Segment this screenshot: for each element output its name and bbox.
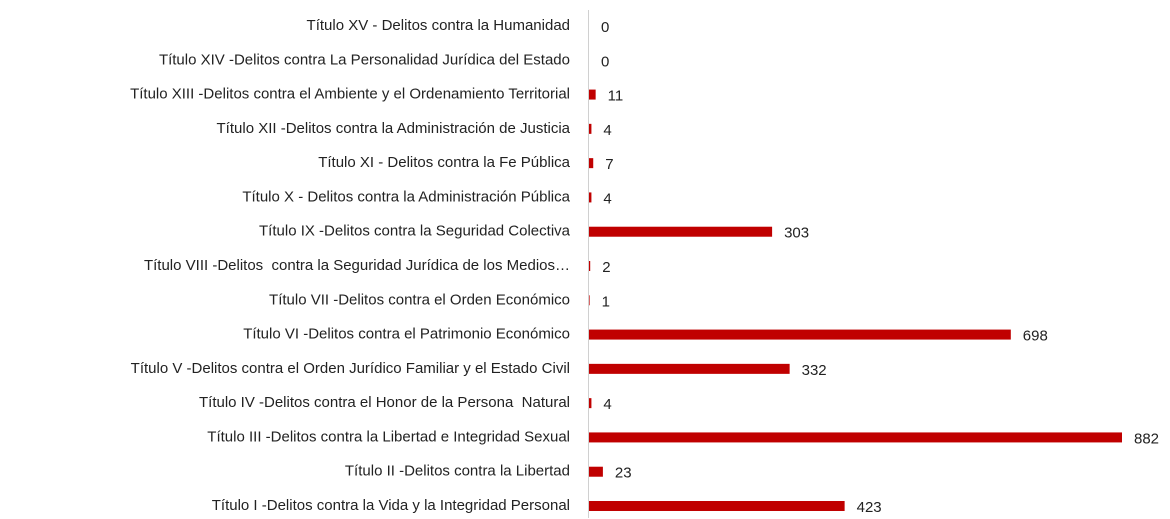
bar bbox=[589, 398, 592, 409]
value-label: 882 bbox=[1134, 430, 1159, 447]
value-label: 11 bbox=[608, 88, 624, 105]
value-label: 1 bbox=[602, 293, 610, 310]
bar bbox=[589, 501, 845, 511]
category-label: Título XIV -Delitos contra La Personalid… bbox=[159, 51, 570, 68]
category-label: Título I -Delitos contra la Vida y la In… bbox=[212, 497, 570, 514]
bar bbox=[589, 158, 594, 169]
bar bbox=[589, 192, 592, 203]
bar bbox=[589, 89, 596, 100]
value-label: 2 bbox=[602, 259, 610, 276]
bar bbox=[589, 261, 591, 271]
bar bbox=[589, 295, 590, 306]
bar bbox=[589, 329, 1011, 340]
category-label: Título XII -Delitos contra la Administra… bbox=[217, 120, 571, 137]
value-label: 7 bbox=[605, 156, 613, 173]
bar bbox=[589, 466, 603, 477]
bar bbox=[589, 363, 790, 374]
category-label: Título III -Delitos contra la Libertad e… bbox=[207, 428, 570, 445]
category-label: Título VII -Delitos contra el Orden Econ… bbox=[269, 291, 570, 308]
category-label: Título V -Delitos contra el Orden Jurídi… bbox=[131, 360, 570, 377]
category-label: Título X - Delitos contra la Administrac… bbox=[242, 188, 570, 205]
value-label: 23 bbox=[615, 465, 632, 482]
category-label: Título VI -Delitos contra el Patrimonio … bbox=[243, 326, 570, 343]
value-label: 4 bbox=[603, 396, 611, 413]
value-label: 0 bbox=[601, 53, 609, 70]
bar bbox=[589, 432, 1122, 443]
category-label: Título IX -Delitos contra la Seguridad C… bbox=[259, 223, 571, 240]
bar bbox=[589, 226, 773, 237]
value-label: 698 bbox=[1023, 328, 1048, 345]
value-label: 4 bbox=[603, 122, 611, 139]
value-label: 332 bbox=[802, 362, 827, 379]
value-label: 0 bbox=[601, 19, 609, 36]
category-label: Título XI - Delitos contra la Fe Pública bbox=[318, 154, 570, 171]
value-label: 423 bbox=[857, 499, 882, 516]
category-label: Título II -Delitos contra la Libertad bbox=[345, 463, 570, 480]
category-label: Título XV - Delitos contra la Humanidad bbox=[307, 17, 570, 34]
category-label: Título VIII -Delitos contra la Seguridad… bbox=[144, 257, 570, 274]
bar bbox=[589, 123, 592, 134]
value-label: 303 bbox=[784, 225, 809, 242]
value-label: 4 bbox=[603, 190, 611, 207]
category-label: Título XIII -Delitos contra el Ambiente … bbox=[130, 86, 570, 103]
category-label: Título IV -Delitos contra el Honor de la… bbox=[199, 394, 570, 411]
